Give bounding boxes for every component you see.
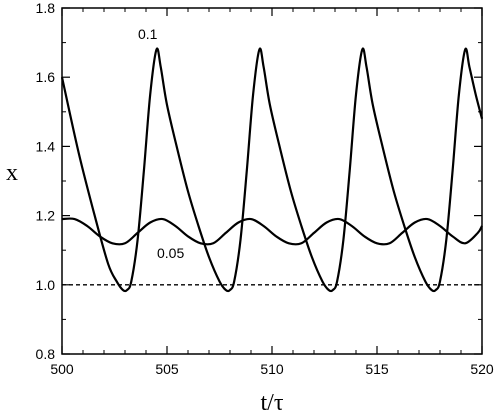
y-tick-label: 1.2	[36, 208, 56, 224]
series-line-0-1	[60, 47, 484, 293]
y-tick-label: 1.8	[36, 0, 56, 16]
x-tick-label: 520	[470, 361, 494, 377]
x-tick-label: 515	[365, 361, 389, 377]
y-tick-label: 1.0	[36, 277, 56, 293]
series-layer	[60, 47, 484, 293]
y-tick-label: 1.4	[36, 138, 56, 154]
x-tick-label: 505	[155, 361, 179, 377]
plot-frame	[61, 7, 483, 355]
series-line-0-05	[61, 217, 483, 246]
ticks-layer: 500 505 510 515 520 0.8 1.0 1.2 1.4 1.6 1.8	[36, 0, 494, 377]
x-tick-label: 500	[50, 361, 74, 377]
annotation-0-1: 0.1	[138, 26, 158, 42]
x-tick-label: 510	[260, 361, 284, 377]
y-tick-label: 0.8	[36, 346, 56, 362]
y-tick-label: 1.6	[36, 69, 56, 85]
annotation-0-05: 0.05	[157, 245, 184, 261]
y-axis-title: x	[6, 160, 18, 186]
x-axis-title: t/τ	[261, 390, 284, 416]
